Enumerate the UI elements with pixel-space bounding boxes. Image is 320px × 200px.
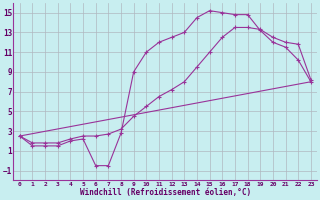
X-axis label: Windchill (Refroidissement éolien,°C): Windchill (Refroidissement éolien,°C) bbox=[80, 188, 251, 197]
